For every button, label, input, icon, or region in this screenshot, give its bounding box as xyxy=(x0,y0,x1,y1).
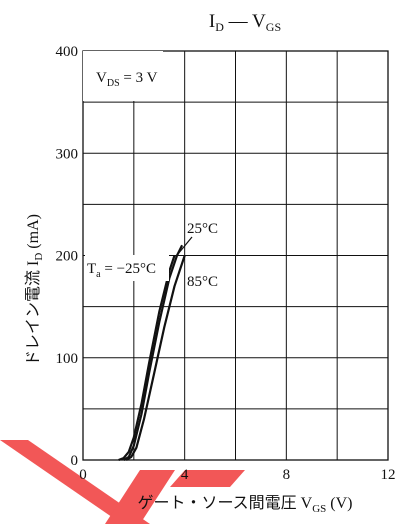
x-axis-label: ゲート・ソース間電圧 VGS (V) xyxy=(137,494,352,515)
series-group xyxy=(118,244,186,462)
annotation-bg-ta xyxy=(85,255,169,281)
y-tick-label: 200 xyxy=(56,249,79,265)
plot-frame xyxy=(82,50,389,461)
x-tick-label: 4 xyxy=(181,467,189,483)
x-tick-label: 12 xyxy=(381,467,396,483)
annotation-25c-leader xyxy=(177,236,193,255)
watermark-stroke-a xyxy=(0,440,150,524)
watermark-stroke-c xyxy=(170,470,245,487)
series-line-1 xyxy=(123,244,184,461)
y-axis-label: ドレイン電流 ID (mA) xyxy=(24,214,45,366)
x-tick-labels: 0 4 8 12 xyxy=(79,467,395,483)
x-tick-label: 0 xyxy=(79,467,87,483)
y-tick-labels: 0 100 200 300 400 xyxy=(56,44,79,469)
y-tick-label: 100 xyxy=(56,351,79,367)
condition-box xyxy=(83,51,163,101)
chart-title: ID — VGS xyxy=(209,11,281,34)
watermark xyxy=(0,440,245,524)
series-line-0 xyxy=(118,255,176,462)
y-tick-label: 0 xyxy=(71,453,79,469)
watermark-stroke-b xyxy=(105,470,175,524)
condition-label: VDS = 3 V xyxy=(96,70,158,89)
annotation-25c: 25°C xyxy=(187,221,218,237)
y-tick-label: 300 xyxy=(56,146,79,162)
annotation-85c: 85°C xyxy=(187,274,218,290)
x-tick-label: 8 xyxy=(283,467,291,483)
y-tick-label: 400 xyxy=(56,44,79,60)
annotation-ta: Ta = −25°C xyxy=(87,261,156,280)
series-line-2 xyxy=(125,255,186,461)
